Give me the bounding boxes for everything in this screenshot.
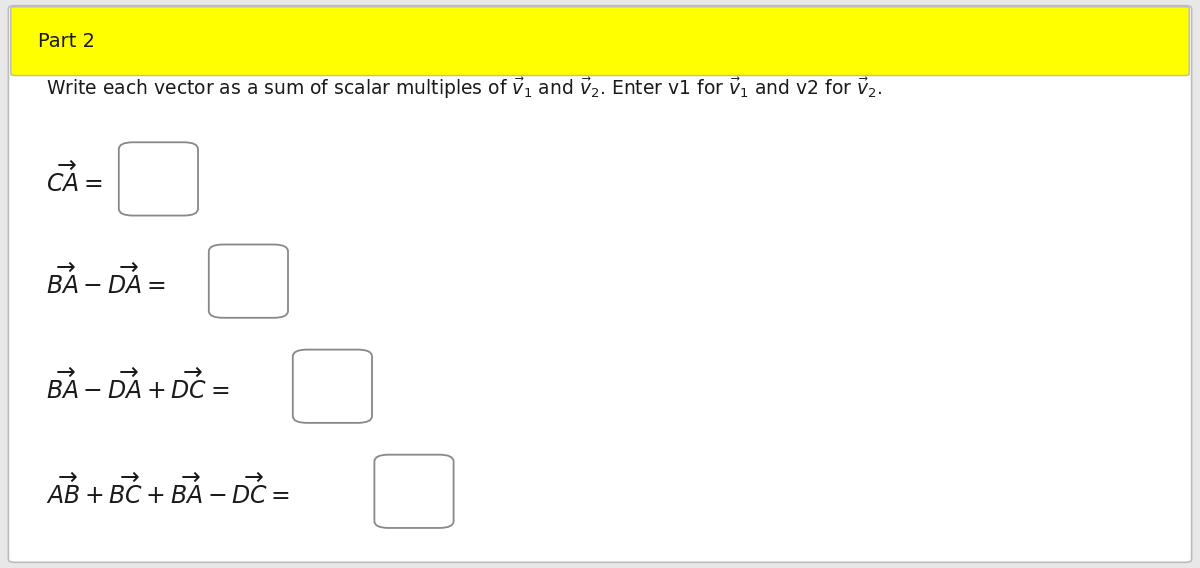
FancyBboxPatch shape [209,244,288,318]
FancyBboxPatch shape [293,349,372,423]
Text: Write each vector as a sum of scalar multiples of $\vec{v}_1$ and $\vec{v}_2$. E: Write each vector as a sum of scalar mul… [46,76,882,101]
Text: $\overrightarrow{CA}=$: $\overrightarrow{CA}=$ [46,161,102,197]
Text: $\overrightarrow{BA}-\overrightarrow{DA}=$: $\overrightarrow{BA}-\overrightarrow{DA}… [46,264,166,299]
FancyBboxPatch shape [8,6,1192,562]
FancyBboxPatch shape [119,142,198,215]
Text: $\overrightarrow{AB}+\overrightarrow{BC}+\overrightarrow{BA}-\overrightarrow{DC}: $\overrightarrow{AB}+\overrightarrow{BC}… [46,474,290,509]
Text: $\overrightarrow{BA}-\overrightarrow{DA}+\overrightarrow{DC}=$: $\overrightarrow{BA}-\overrightarrow{DA}… [46,369,229,404]
Text: Part 2: Part 2 [38,32,96,51]
FancyBboxPatch shape [374,454,454,528]
FancyBboxPatch shape [11,7,1189,76]
